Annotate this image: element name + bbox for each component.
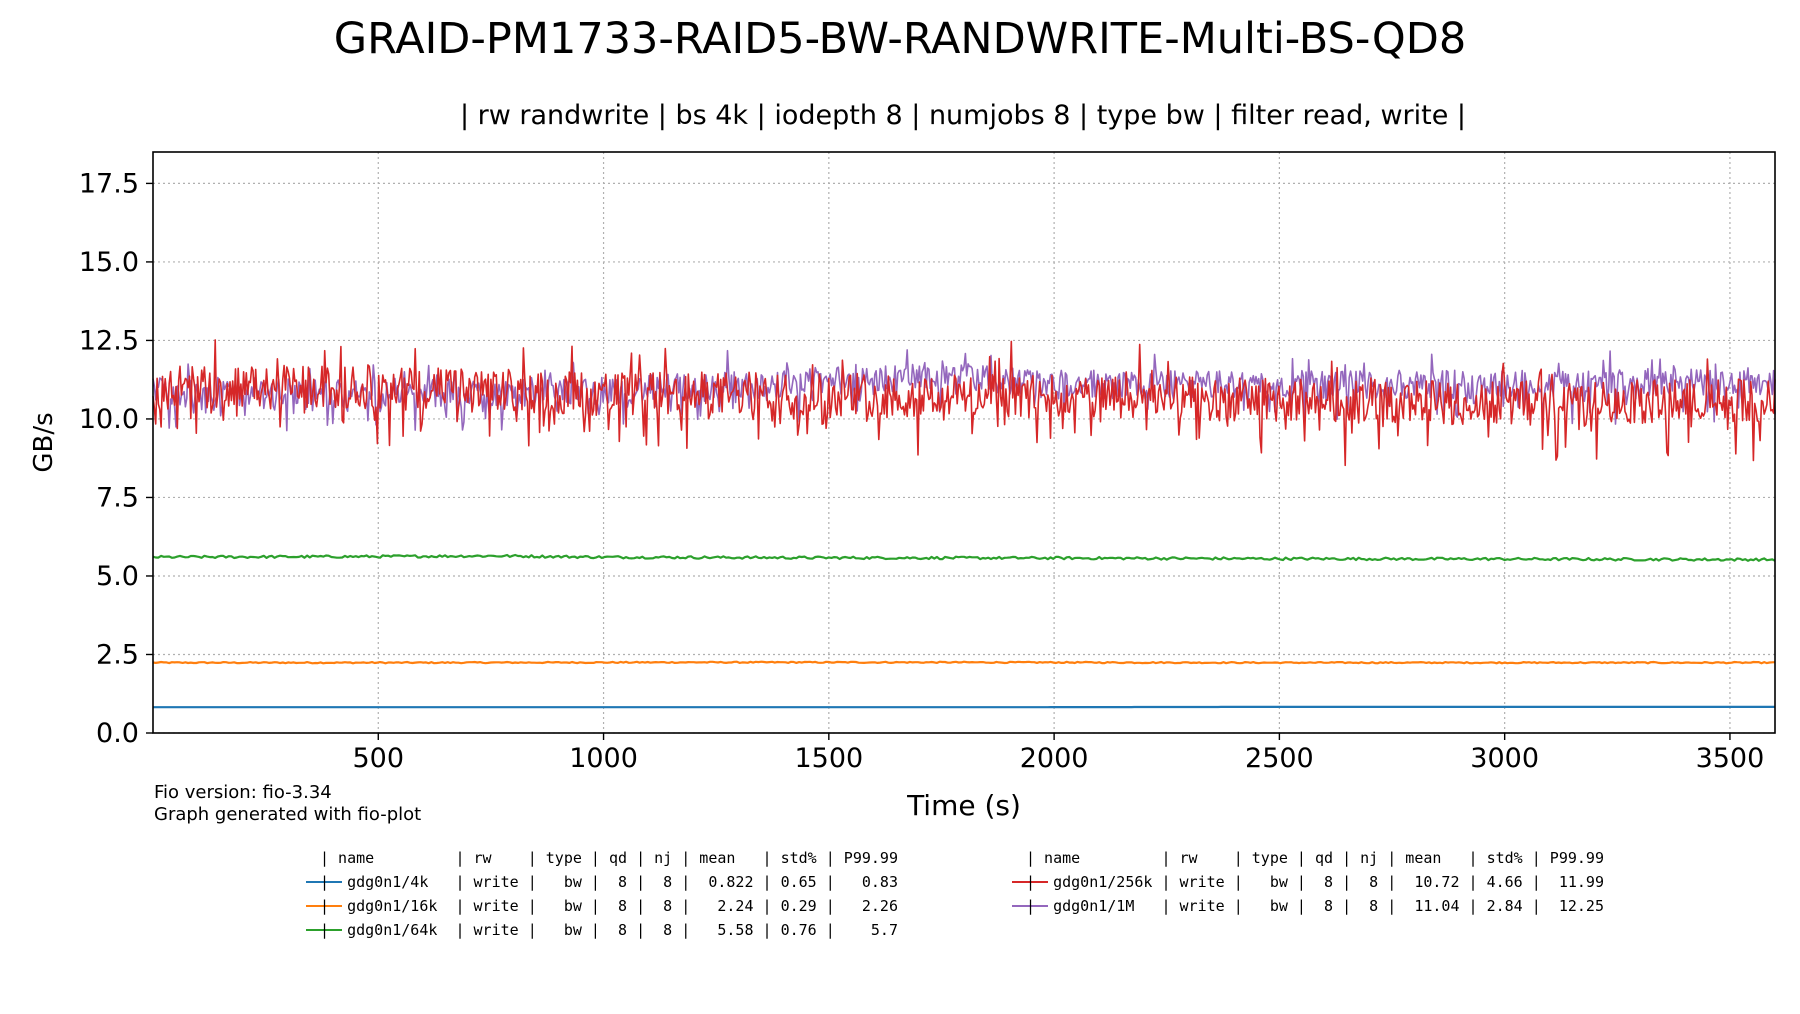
legend-row: | gdg0n1/4k | write | bw | 8 | 8 | 0.822… xyxy=(270,870,306,894)
legend-left-header: | name | rw | type | qd | nj | mean | st… xyxy=(270,846,306,870)
y-axis-label: GB/s xyxy=(29,412,59,472)
fio-version-note: Fio version: fio-3.34 xyxy=(154,782,332,804)
fio-plot-note: Graph generated with fio-plot xyxy=(154,804,421,826)
x-tick-label: 2000 xyxy=(1020,743,1089,774)
legend-row-text: | gdg0n1/16k | write | bw | 8 | 8 | 2.24… xyxy=(320,894,898,918)
x-tick-label: 1000 xyxy=(569,743,638,774)
x-tick-label: 3500 xyxy=(1696,743,1765,774)
legend-row-text: | gdg0n1/64k | write | bw | 8 | 8 | 5.58… xyxy=(320,918,898,942)
legend-row-text: | gdg0n1/4k | write | bw | 8 | 8 | 0.822… xyxy=(320,870,898,894)
x-tick-label: 500 xyxy=(353,743,405,774)
line-chart: 500 1000 1500 2000 2500 3000 3500 0.0 2.5 5.0 7.5 1… xyxy=(0,0,1800,840)
plot-frame xyxy=(153,152,1775,733)
legend-row: | gdg0n1/256k | write | bw | 8 | 8 | 10.… xyxy=(976,870,1012,894)
legend-row: | gdg0n1/1M | write | bw | 8 | 8 | 11.04… xyxy=(976,894,1012,918)
legend-row: | gdg0n1/64k | write | bw | 8 | 8 | 5.58… xyxy=(270,918,306,942)
y-tick-label: 15.0 xyxy=(79,247,139,278)
x-tick-label: 3000 xyxy=(1470,743,1539,774)
legend-right-header: | name | rw | type | qd | nj | mean | st… xyxy=(976,846,1012,870)
y-tick-label: 12.5 xyxy=(79,325,139,356)
x-tick-label: 1500 xyxy=(794,743,863,774)
legend-row-text: | gdg0n1/1M | write | bw | 8 | 8 | 11.04… xyxy=(1026,894,1604,918)
legend-row-text: | gdg0n1/256k | write | bw | 8 | 8 | 10.… xyxy=(1026,870,1604,894)
y-tick-label: 0.0 xyxy=(96,718,139,749)
y-tick-label: 17.5 xyxy=(79,168,139,199)
series-line-gdg0n1-256k xyxy=(153,340,1775,465)
legend-table: | name | rw | type | qd | nj | mean | st… xyxy=(270,846,1670,946)
series-line-gdg0n1-64k xyxy=(153,555,1775,561)
x-axis-label: Time (s) xyxy=(906,789,1021,822)
x-tick-label: 2500 xyxy=(1245,743,1314,774)
legend-left-header-text: | name | rw | type | qd | nj | mean | st… xyxy=(320,846,898,870)
y-tick-label: 2.5 xyxy=(96,639,139,670)
y-tick-label: 7.5 xyxy=(96,482,139,513)
series-line-gdg0n1-16k xyxy=(153,662,1775,664)
legend-row: | gdg0n1/16k | write | bw | 8 | 8 | 2.24… xyxy=(270,894,306,918)
y-tick-label: 10.0 xyxy=(79,404,139,435)
legend-right-header-text: | name | rw | type | qd | nj | mean | st… xyxy=(1026,846,1604,870)
y-tick-label: 5.0 xyxy=(96,561,139,592)
